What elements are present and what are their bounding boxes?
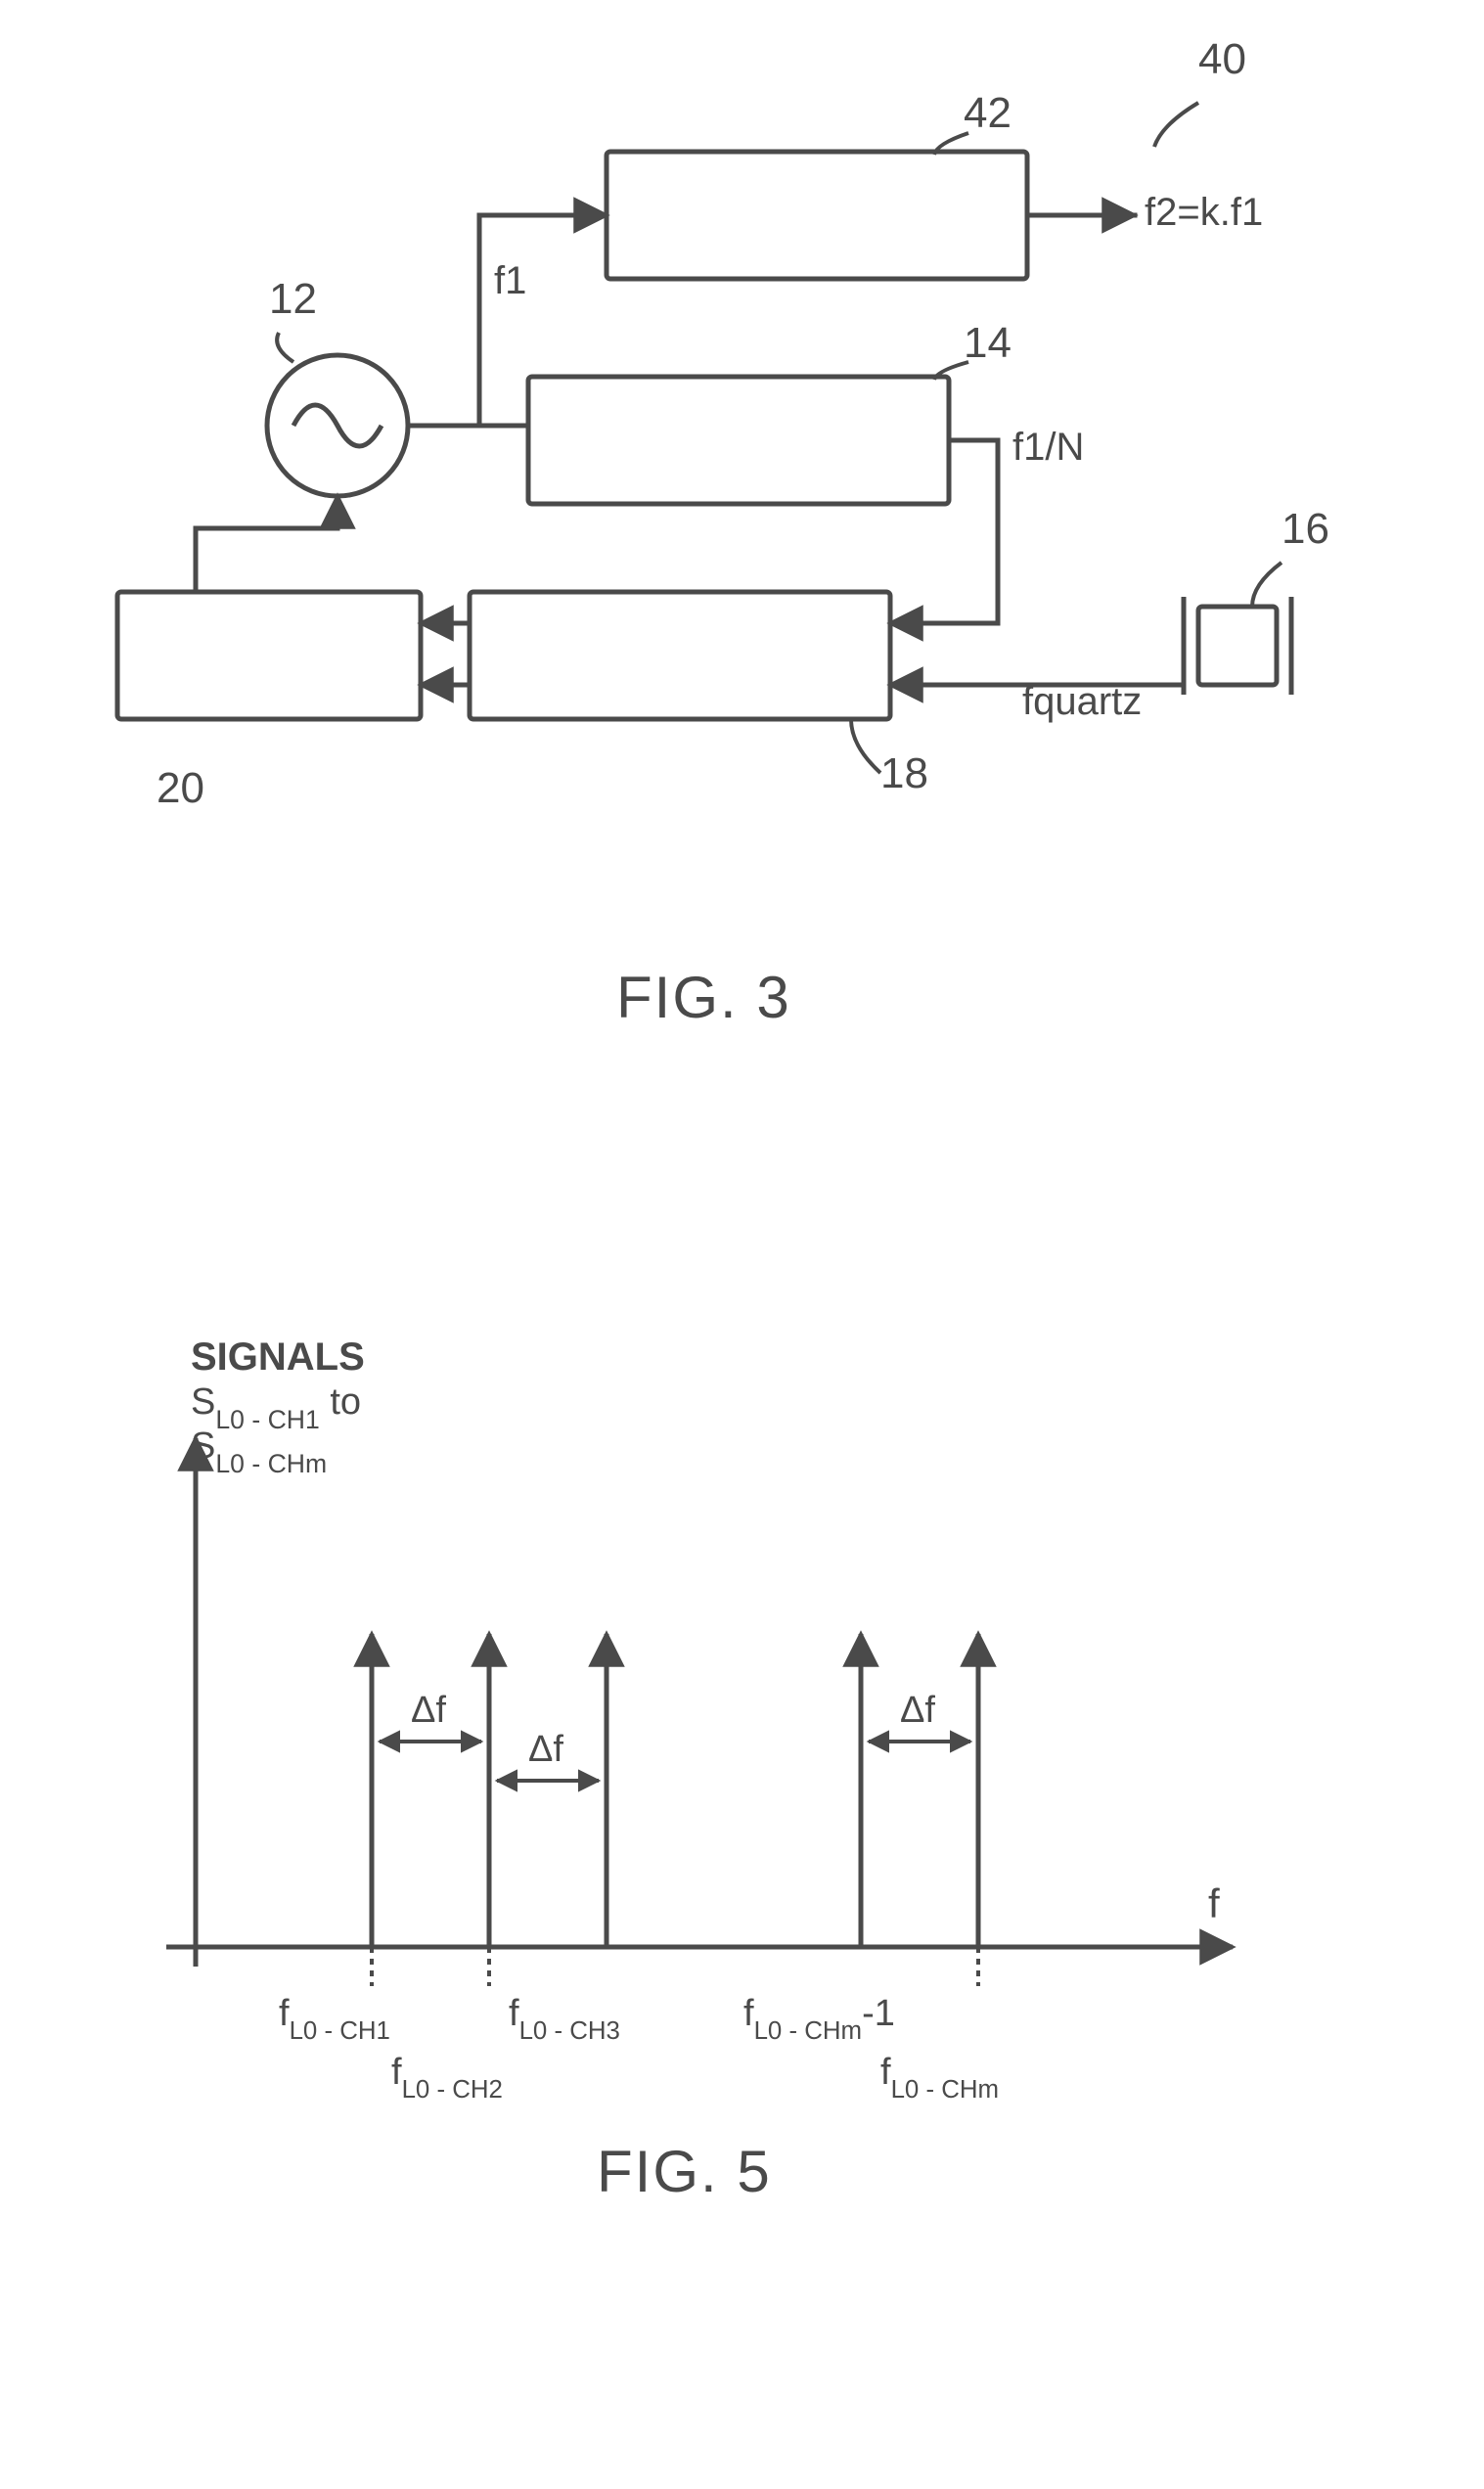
svg-text:fL0 - CHm: fL0 - CHm	[880, 2052, 999, 2104]
svg-text:SL0 - CH1 to: SL0 - CH1 to	[191, 1381, 361, 1434]
svg-text:f2=k.f1: f2=k.f1	[1145, 191, 1263, 234]
svg-text:fL0 - CHm-1: fL0 - CHm-1	[743, 1993, 895, 2045]
svg-text:f: f	[1208, 1880, 1220, 1926]
svg-text:f1/N: f1/N	[1012, 426, 1084, 469]
svg-text:Δf: Δf	[528, 1729, 563, 1770]
svg-text:18: 18	[880, 749, 928, 797]
svg-text:40: 40	[1198, 35, 1246, 83]
svg-text:fL0 - CH2: fL0 - CH2	[391, 2052, 503, 2104]
svg-text:42: 42	[964, 89, 1012, 137]
svg-text:fL0 - CH1: fL0 - CH1	[279, 1993, 390, 2045]
page: 12 14 16 18 20 40 42 f1 f2=k.f1 f1/N fquartz FIG. …	[0, 0, 1484, 2489]
svg-text:Δf: Δf	[900, 1690, 935, 1731]
svg-text:12: 12	[269, 275, 317, 323]
svg-text:fquartz: fquartz	[1022, 680, 1142, 723]
svg-text:fL0 - CH3: fL0 - CH3	[509, 1993, 620, 2045]
fig5-diagram: fSIGNALSSL0 - CH1 toSL0 - CHmΔfΔfΔffL0 -…	[0, 1174, 1484, 2250]
fig5-caption: FIG. 5	[597, 2138, 772, 2205]
fig3-diagram: 12 14 16 18 20 40 42 f1 f2=k.f1 f1/N fquartz	[0, 0, 1484, 978]
svg-text:f1: f1	[494, 259, 526, 302]
svg-text:20: 20	[157, 764, 204, 812]
svg-text:14: 14	[964, 319, 1012, 367]
svg-text:Δf: Δf	[411, 1690, 446, 1731]
svg-text:16: 16	[1282, 505, 1329, 553]
fig3-caption: FIG. 3	[616, 964, 791, 1031]
svg-text:SIGNALS: SIGNALS	[191, 1335, 365, 1379]
